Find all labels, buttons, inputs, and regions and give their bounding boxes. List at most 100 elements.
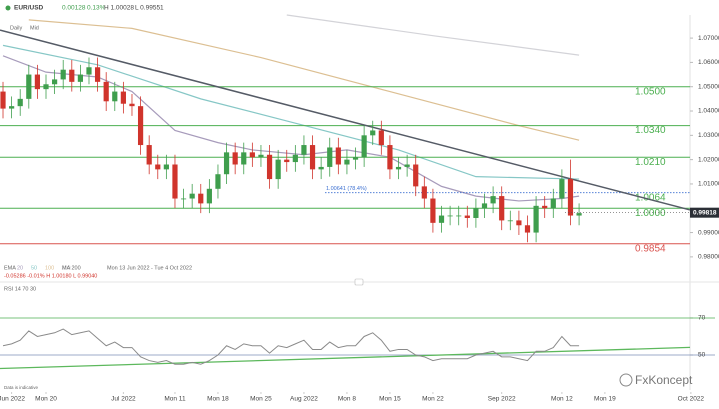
level-label: 1.0000 [635,208,666,219]
candle-body [249,152,255,158]
status-dot [5,5,11,11]
trendline [0,346,691,370]
level-label: 1.0500 [635,86,666,97]
candle-body [215,174,221,189]
candle-body [223,152,230,175]
candle-body [292,154,298,163]
candle-body [481,203,488,209]
y-tick-label: 50 [698,352,706,359]
candle-body [473,208,479,218]
x-tick-label: Mon 18 [207,396,229,403]
candle-body [34,74,41,90]
high: H 1.00028 [104,5,134,12]
level-label: 1.0340 [635,125,666,136]
y-tick-label: 70 [698,315,706,322]
candle-body [275,159,281,180]
candle-body [69,69,75,82]
y-tick-label: 1.05000 [698,83,719,90]
timeframe[interactable]: Daily [10,25,22,31]
change-pct: 0.13% [87,5,106,12]
ma-label: EMA [4,265,16,271]
x-tick-label: Mon 20 [35,396,57,403]
candle-body [155,164,161,170]
x-tick-label: Aug 2022 [290,396,318,403]
level-label: 0.9854 [635,243,666,254]
candle-body [395,166,402,170]
candle-body [301,145,307,155]
candle-body [26,74,32,99]
candle-body [550,198,556,209]
candle-body [163,164,169,170]
x-tick-label: Mon 19 [594,396,616,403]
candle-body [559,179,565,199]
candle-body [180,198,187,200]
candle-body [352,157,359,160]
candle-body [9,106,15,109]
candle-body [43,84,49,90]
candle-body [456,215,462,217]
candle-body [567,179,574,216]
x-tick-label: Jun 2022 [0,396,25,403]
x-tick-label: Mon 22 [422,396,444,403]
candle-body [516,220,522,226]
candle-body [438,215,445,223]
candle-body [576,213,582,216]
y-tick-label: 1.06000 [698,59,719,66]
moving-average [286,14,580,56]
candle-body [421,186,427,199]
date-range: Mon 13 Jun 2022 - Tue 4 Oct 2022 [107,265,192,271]
candle-body [146,145,152,165]
candle-body [94,67,101,82]
y-tick-label: 1.03000 [698,132,719,139]
legend-entry: 50 [31,265,37,271]
candle-body [77,74,83,82]
candle-body [361,135,367,158]
candle-body [318,166,324,170]
candle-body [327,147,333,167]
watermark: FxKoncept [635,373,693,387]
candle-body [378,130,384,146]
y-tick-label: 1.04000 [698,108,719,115]
y-tick-label: 1.07000 [698,35,719,42]
x-tick-label: Mon 25 [250,396,272,403]
candle-body [404,164,410,167]
sma-label: MA 200 [62,265,81,271]
candle-body [542,205,548,209]
candle-body [137,106,144,146]
legend-entry: 100 [45,265,54,271]
level-label: 1.0064 [635,192,666,203]
candle-body [120,91,126,104]
x-tick-label: Mon 8 [338,396,356,403]
pane-handle[interactable] [354,278,364,286]
note: Data is indicative [4,385,39,390]
candle-body [370,130,376,136]
candle-body [447,215,453,217]
x-tick-label: Mon 11 [164,396,186,403]
x-tick-label: Oct 2022 [678,396,705,403]
y-tick-label: 0.98000 [698,254,719,261]
trendline [0,29,691,211]
level-label: 1.0210 [635,157,666,168]
x-tick-label: Sep 2022 [488,396,516,403]
candle-body [266,154,273,180]
candle-body [524,225,531,233]
candle-body [507,220,513,222]
legend-entry: 20 [17,265,23,271]
last-price-label: 0.99818 [693,209,717,216]
candle-body [335,147,341,165]
change: 0.00128 [62,5,86,12]
last-price-tag [690,207,719,218]
candle-body [309,145,316,170]
candle-body [129,103,135,107]
candle-body [198,193,204,204]
legend-entry: 200 [62,265,71,271]
price-type[interactable]: Mid [30,25,39,31]
symbol[interactable]: EUR/USD [14,5,44,12]
watermark-icon [619,373,633,387]
candle-body [60,69,66,80]
x-tick-label: Mon 15 [379,396,401,403]
